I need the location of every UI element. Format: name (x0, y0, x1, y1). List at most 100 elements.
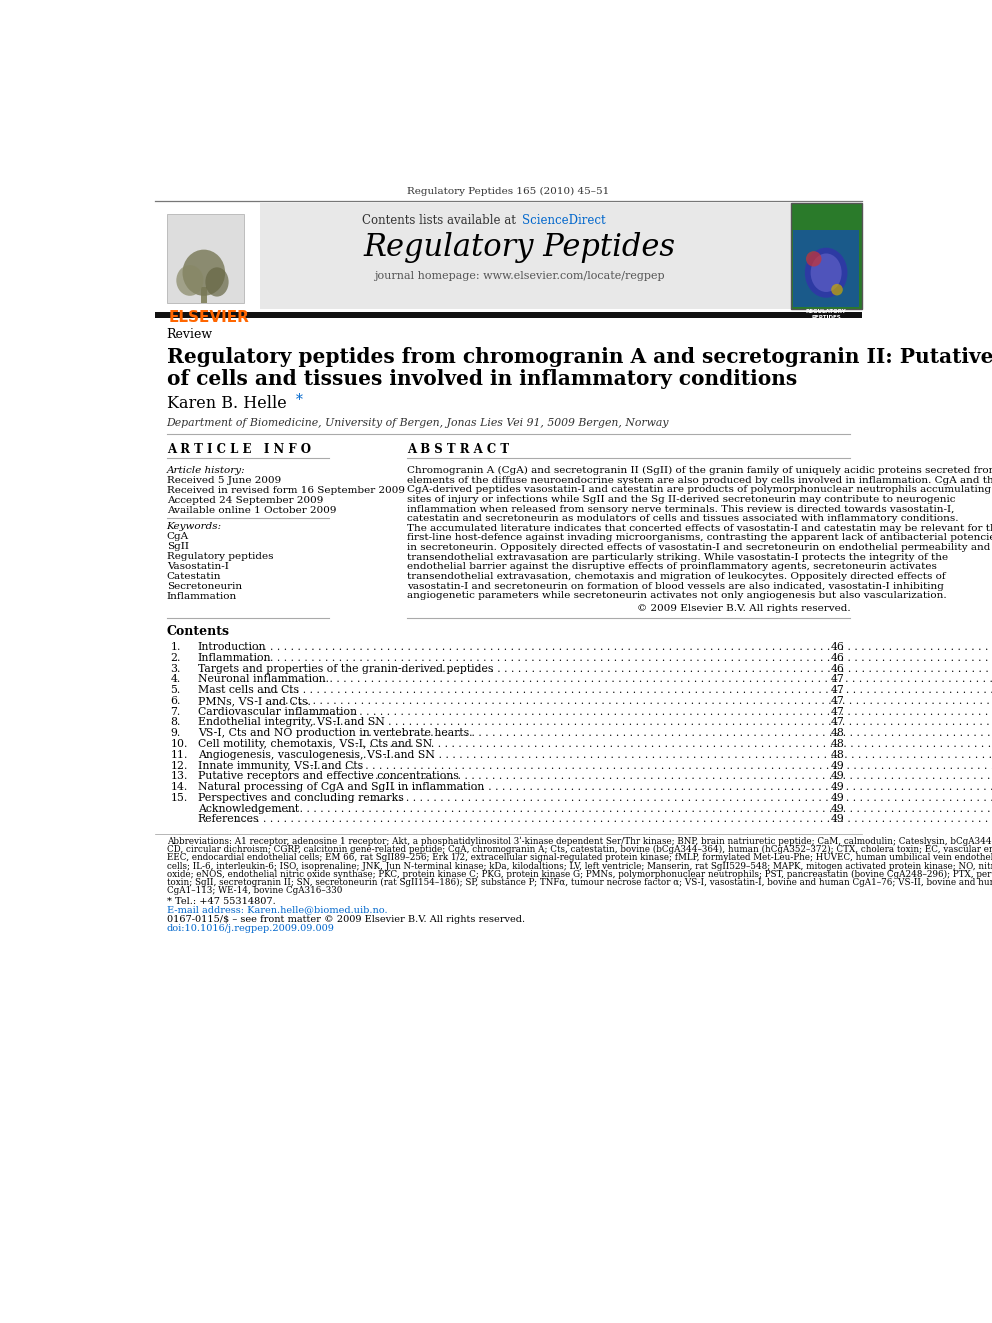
Text: Inflammation: Inflammation (167, 591, 237, 601)
Text: Cell motility, chemotaxis, VS-I, Cts and SN: Cell motility, chemotaxis, VS-I, Cts and… (197, 740, 432, 749)
Text: CD, circular dichroism; CGRP, calcitonin gene-related peptide; CgA, chromogranin: CD, circular dichroism; CGRP, calcitonin… (167, 845, 992, 855)
Text: 11.: 11. (171, 750, 187, 759)
Text: . . . . . . . . . . . . . . . . . . . . . . . . . . . . . . . . . . . . . . . . : . . . . . . . . . . . . . . . . . . . . … (232, 815, 992, 824)
Text: Regulatory peptides: Regulatory peptides (167, 552, 273, 561)
Text: transendothelial extravasation are particularly striking. While vasostatin-I pro: transendothelial extravasation are parti… (407, 553, 948, 562)
Text: REGULATORY
PEPTIDES: REGULATORY PEPTIDES (806, 308, 846, 320)
Ellipse shape (831, 284, 843, 295)
Text: Review: Review (167, 328, 212, 341)
Bar (260, 202, 791, 308)
Text: 49: 49 (831, 771, 845, 782)
Text: Contents: Contents (167, 624, 229, 638)
Text: Keywords:: Keywords: (167, 521, 222, 531)
Text: CgA1–113; WE-14, bovine CgA316–330: CgA1–113; WE-14, bovine CgA316–330 (167, 886, 342, 894)
Ellipse shape (183, 250, 225, 296)
Text: The accumulated literature indicates that concerted effects of vasostatin-I and : The accumulated literature indicates tha… (407, 524, 992, 533)
Text: 4.: 4. (171, 675, 181, 684)
Text: Department of Biomedicine, University of Bergen, Jonas Lies Vei 91, 5009 Bergen,: Department of Biomedicine, University of… (167, 418, 670, 427)
Text: 47: 47 (831, 706, 845, 717)
Text: Chromogranin A (CgA) and secretogranin II (SgII) of the granin family of uniquel: Chromogranin A (CgA) and secretogranin I… (407, 466, 992, 475)
Text: Available online 1 October 2009: Available online 1 October 2009 (167, 507, 336, 515)
Text: *: * (296, 393, 303, 406)
Bar (167, 214, 244, 303)
Text: 49: 49 (831, 792, 845, 803)
Bar (155, 312, 862, 318)
Bar (793, 230, 859, 307)
Text: 47: 47 (831, 696, 845, 706)
Text: 10.: 10. (171, 740, 187, 749)
Text: 47: 47 (831, 675, 845, 684)
Text: A B S T R A C T: A B S T R A C T (407, 443, 509, 456)
Text: catestatin and secretoneurin as modulators of cells and tissues associated with : catestatin and secretoneurin as modulato… (407, 515, 958, 523)
Text: Natural processing of CgA and SgII in inflammation: Natural processing of CgA and SgII in in… (197, 782, 484, 792)
Text: ELSEVIER: ELSEVIER (169, 311, 249, 325)
Bar (791, 202, 862, 308)
Text: 12.: 12. (171, 761, 187, 770)
Text: . . . . . . . . . . . . . . . . . . . . . . . . . . . . . . . . . . . . . . . . : . . . . . . . . . . . . . . . . . . . . … (357, 728, 992, 738)
Text: Putative receptors and effective concentrations: Putative receptors and effective concent… (197, 771, 458, 782)
Text: Secretoneurin: Secretoneurin (167, 582, 242, 590)
Text: . . . . . . . . . . . . . . . . . . . . . . . . . . . . . . . . . . . . . . . . : . . . . . . . . . . . . . . . . . . . . … (361, 782, 992, 792)
Text: cells; IL-6, interleukin-6; ISO, isoprenaline; JNK, Jun N-terminal kinase; kDa, : cells; IL-6, interleukin-6; ISO, isopren… (167, 861, 992, 871)
Text: 49: 49 (831, 815, 845, 824)
Text: 14.: 14. (171, 782, 187, 792)
Text: Angiogenesis, vasculogenesis, VS-I and SN: Angiogenesis, vasculogenesis, VS-I and S… (197, 750, 434, 759)
Text: ScienceDirect: ScienceDirect (522, 214, 605, 226)
Text: . . . . . . . . . . . . . . . . . . . . . . . . . . . . . . . . . . . . . . . . : . . . . . . . . . . . . . . . . . . . . … (312, 792, 992, 803)
Text: 0167-0115/$ – see front matter © 2009 Elsevier B.V. All rights reserved.: 0167-0115/$ – see front matter © 2009 El… (167, 916, 525, 925)
Text: Karen B. Helle: Karen B. Helle (167, 396, 287, 413)
Text: 3.: 3. (171, 664, 181, 673)
Ellipse shape (205, 267, 228, 296)
Ellipse shape (805, 247, 847, 298)
Text: transendothelial extravasation, chemotaxis and migration of leukocytes. Opposite: transendothelial extravasation, chemotax… (407, 572, 945, 581)
Text: 49: 49 (831, 761, 845, 770)
Text: Innate immunity, VS-I and Cts: Innate immunity, VS-I and Cts (197, 761, 363, 770)
Text: SgII: SgII (167, 541, 188, 550)
Text: 9.: 9. (171, 728, 181, 738)
Text: first-line host-defence against invading microorganisms, contrasting the apparen: first-line host-defence against invading… (407, 533, 992, 542)
Text: Article history:: Article history: (167, 466, 245, 475)
Ellipse shape (806, 251, 821, 266)
Bar (200, 287, 207, 303)
Text: 48: 48 (831, 750, 845, 759)
Text: 49: 49 (831, 782, 845, 792)
Text: Regulatory peptides from chromogranin A and secretogranin II: Putative modulator: Regulatory peptides from chromogranin A … (167, 348, 992, 368)
Text: of cells and tissues involved in inflammatory conditions: of cells and tissues involved in inflamm… (167, 369, 797, 389)
Text: Accepted 24 September 2009: Accepted 24 September 2009 (167, 496, 323, 505)
Text: Cardiovascular inflammation: Cardiovascular inflammation (197, 706, 357, 717)
Text: . . . . . . . . . . . . . . . . . . . . . . . . . . . . . . . . . . . . . . . . : . . . . . . . . . . . . . . . . . . . . … (271, 675, 992, 684)
Text: . . . . . . . . . . . . . . . . . . . . . . . . . . . . . . . . . . . . . . . . : . . . . . . . . . . . . . . . . . . . . … (258, 685, 992, 695)
Text: CgA-derived peptides vasostatin-I and catestatin are products of polymorphonucle: CgA-derived peptides vasostatin-I and ca… (407, 486, 992, 495)
Text: 15.: 15. (171, 792, 187, 803)
Text: elements of the diffuse neuroendocrine system are also produced by cells involve: elements of the diffuse neuroendocrine s… (407, 476, 992, 484)
Text: . . . . . . . . . . . . . . . . . . . . . . . . . . . . . . . . . . . . . . . . : . . . . . . . . . . . . . . . . . . . . … (331, 750, 992, 759)
Text: sites of injury or infections while SgII and the Sg II-derived secretoneurin may: sites of injury or infections while SgII… (407, 495, 955, 504)
Text: 2.: 2. (171, 652, 181, 663)
Text: . . . . . . . . . . . . . . . . . . . . . . . . . . . . . . . . . . . . . . . . : . . . . . . . . . . . . . . . . . . . . … (238, 652, 992, 663)
Text: Contents lists available at: Contents lists available at (362, 214, 519, 226)
Text: © 2009 Elsevier B.V. All rights reserved.: © 2009 Elsevier B.V. All rights reserved… (637, 603, 850, 613)
Text: Catestatin: Catestatin (167, 572, 221, 581)
Text: Received in revised form 16 September 2009: Received in revised form 16 September 20… (167, 486, 405, 495)
Text: * Tel.: +47 55314807.: * Tel.: +47 55314807. (167, 897, 276, 906)
Text: doi:10.1016/j.regpep.2009.09.009: doi:10.1016/j.regpep.2009.09.009 (167, 923, 334, 933)
Text: PMNs, VS-I and Cts.: PMNs, VS-I and Cts. (197, 696, 310, 706)
Text: endothelial barrier against the disruptive effects of proinflammatory agents, se: endothelial barrier against the disrupti… (407, 562, 936, 572)
Text: Vasostatin-I: Vasostatin-I (167, 561, 228, 570)
Text: EEC, endocardial endothelial cells; EM 66, rat SgII89–256; Erk 1/2, extracellula: EEC, endocardial endothelial cells; EM 6… (167, 853, 992, 863)
Text: 8.: 8. (171, 717, 181, 728)
Text: 46: 46 (831, 642, 845, 652)
Text: E-mail address: Karen.helle@biomed.uib.no.: E-mail address: Karen.helle@biomed.uib.n… (167, 905, 387, 914)
Text: Abbreviations: A1 receptor, adenosine 1 receptor; Akt, a phosphatidylinositol 3ʹ: Abbreviations: A1 receptor, adenosine 1 … (167, 837, 992, 847)
Text: Introduction: Introduction (197, 642, 266, 652)
Text: Regulatory Peptides 165 (2010) 45–51: Regulatory Peptides 165 (2010) 45–51 (408, 187, 609, 196)
Text: angiogenetic parameters while secretoneurin activates not only angiogenesis but : angiogenetic parameters while secretoneu… (407, 591, 946, 601)
Text: . . . . . . . . . . . . . . . . . . . . . . . . . . . . . . . . . . . . . . . . : . . . . . . . . . . . . . . . . . . . . … (287, 706, 992, 717)
Text: Regulatory Peptides: Regulatory Peptides (363, 232, 676, 263)
Text: 48: 48 (831, 740, 845, 749)
Text: . . . . . . . . . . . . . . . . . . . . . . . . . . . . . . . . . . . . . . . . : . . . . . . . . . . . . . . . . . . . . … (248, 803, 992, 814)
Text: . . . . . . . . . . . . . . . . . . . . . . . . . . . . . . . . . . . . . . . . : . . . . . . . . . . . . . . . . . . . . … (261, 696, 992, 706)
Text: References: References (197, 815, 259, 824)
Text: journal homepage: www.elsevier.com/locate/regpep: journal homepage: www.elsevier.com/locat… (374, 271, 665, 280)
Text: oxide; eNOS, endothelial nitric oxide synthase; PKC, protein kinase C; PKG, prot: oxide; eNOS, endothelial nitric oxide sy… (167, 869, 992, 878)
